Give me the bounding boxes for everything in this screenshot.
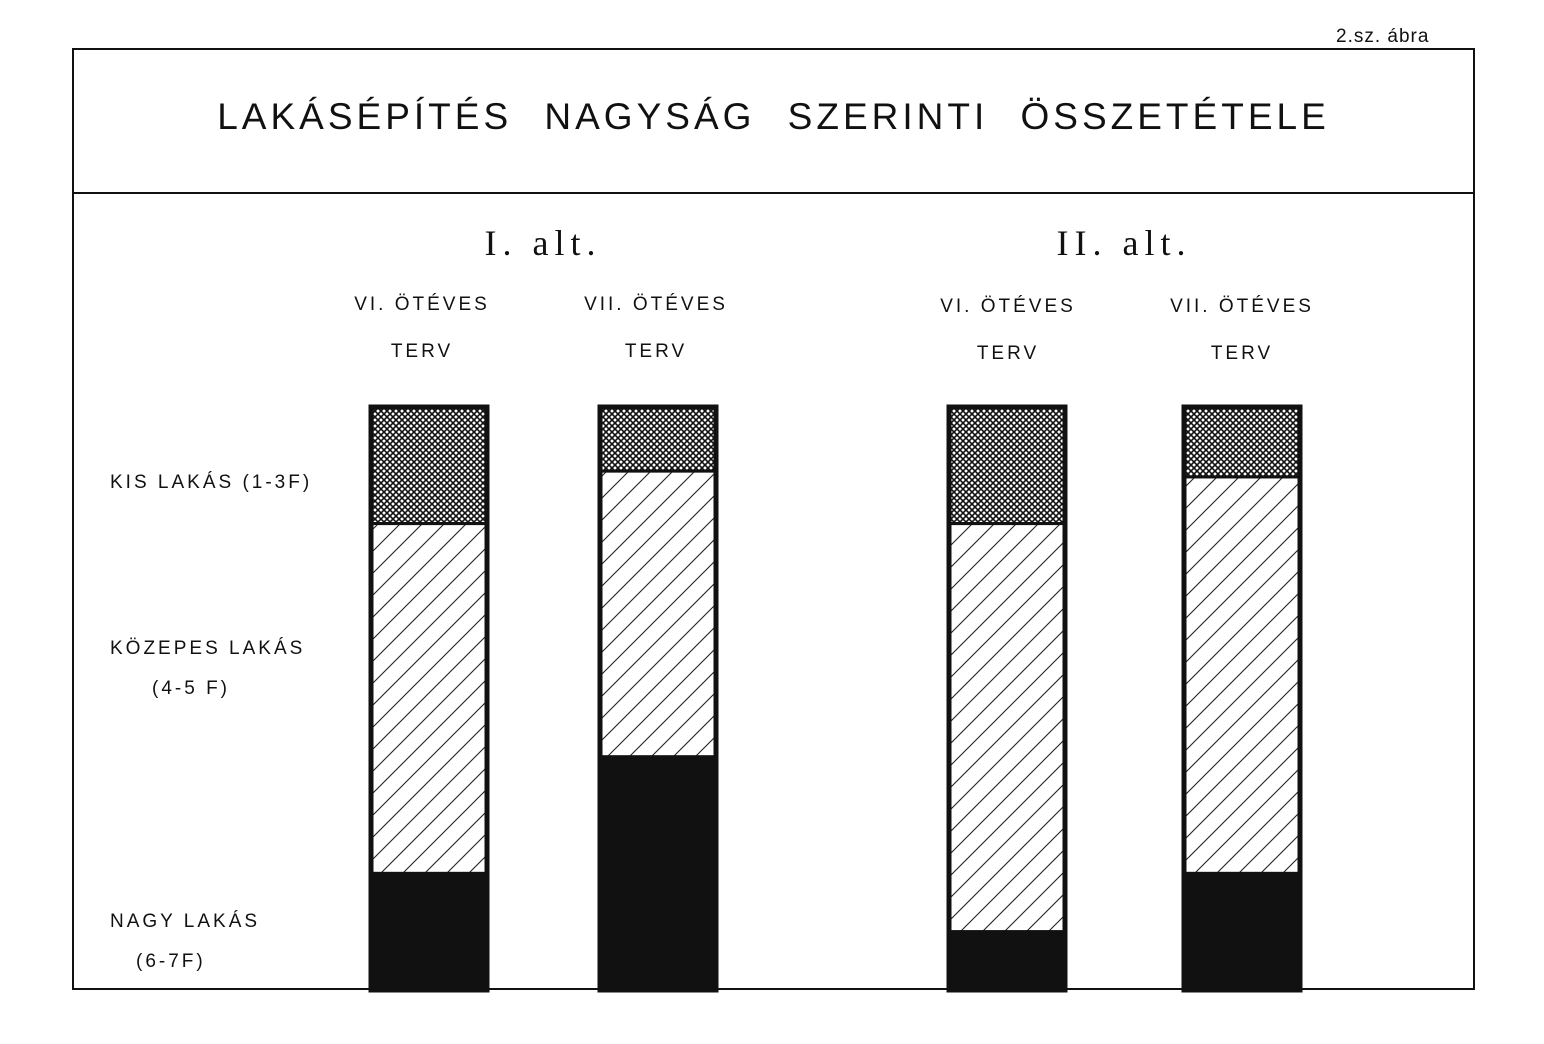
bar-4-segment-medium [1182,475,1302,875]
bar-2-segment-medium [598,469,718,759]
bar-1-segment-small [369,405,489,526]
bar-label-3-line1: VI. ÖTÉVES [940,296,1076,317]
bar-label-2: VII. ÖTÉVES TERV [546,281,766,375]
group-title-2: II. alt. [1056,223,1192,263]
bar-1-segment-large [369,871,489,992]
bar-3-segment-medium [947,522,1067,934]
bar-1-outline [368,404,490,993]
title-divider [72,192,1475,194]
series-label-large-line2: (6-7F) [136,951,206,972]
bar-4-segment-large [1182,871,1302,992]
bar-3-outline [946,404,1068,993]
bar-label-1-line2: TERV [390,341,454,362]
bar-label-3-line2: TERV [976,343,1040,364]
series-label-medium-line1: KÖZEPES LAKÁS [110,638,306,659]
bar-1-segment-medium [369,522,489,875]
bar-label-4: VII. ÖTÉVES TERV [1132,283,1352,377]
bar-label-1-line1: VI. ÖTÉVES [354,294,490,315]
bar-label-2-line2: TERV [624,341,688,362]
series-label-medium-line2: (4-5 F) [152,678,230,699]
chart-title: LAKÁSÉPÍTÉS NAGYSÁG SZERINTI ÖSSZETÉTELE [217,96,1330,137]
series-label-small: KIS LAKÁS (1-3F) [110,463,312,503]
bar-label-2-line1: VII. ÖTÉVES [584,294,728,315]
bar-label-4-line1: VII. ÖTÉVES [1170,296,1314,317]
group-title-1: I. alt. [484,223,602,263]
series-label-small-line1: KIS LAKÁS (1-3F) [110,472,313,493]
bars-layer [368,404,1303,993]
bar-2-segment-small [598,405,718,473]
bar-label-4-line2: TERV [1210,343,1274,364]
series-label-large: NAGY LAKÁS (6-7F) [110,902,260,982]
chart-frame [72,48,1475,990]
bar-label-3: VI. ÖTÉVES TERV [898,283,1118,377]
series-label-large-line1: NAGY LAKÁS [110,911,261,932]
bar-3-segment-small [947,405,1067,526]
bar-4-outline [1181,404,1303,993]
series-label-medium: KÖZEPES LAKÁS (4-5 F) [110,629,305,709]
figure-label: 2.sz. ábra [1336,26,1430,47]
bar-4-segment-small [1182,405,1302,479]
bar-2-segment-large [598,755,718,992]
bar-label-1: VI. ÖTÉVES TERV [312,281,532,375]
bar-2-outline [597,404,719,993]
bar-3-segment-large [947,930,1067,992]
